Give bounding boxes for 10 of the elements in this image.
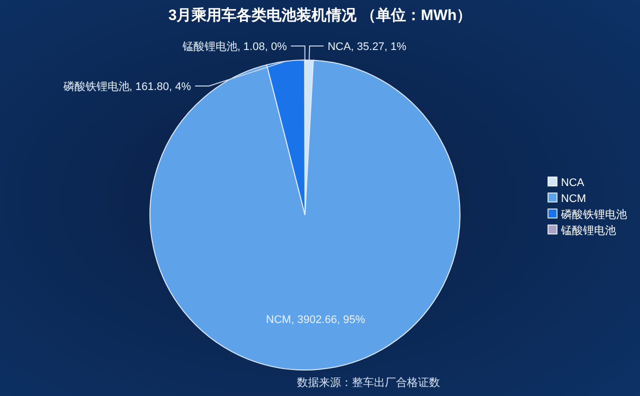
data-label: NCM, 3902.66, 95% bbox=[266, 314, 366, 326]
legend-label: 锰酸锂电池 bbox=[560, 224, 616, 237]
data-label: 锰酸锂电池, 1.08, 0% bbox=[181, 40, 288, 53]
legend-label: NCA bbox=[561, 177, 585, 189]
source-note: 数据来源：整车出厂合格证数 bbox=[297, 376, 440, 389]
data-label: NCA, 35.27, 1% bbox=[328, 41, 407, 54]
data-label: 磷酸铁锂电池, 161.80, 4% bbox=[62, 80, 192, 93]
slice-label: NCM bbox=[561, 193, 586, 205]
chart-title: 3月乘用车各类电池装机情况 （单位：MWh） bbox=[168, 6, 472, 24]
legend-label: 磷酸铁锂电池 bbox=[560, 208, 627, 221]
